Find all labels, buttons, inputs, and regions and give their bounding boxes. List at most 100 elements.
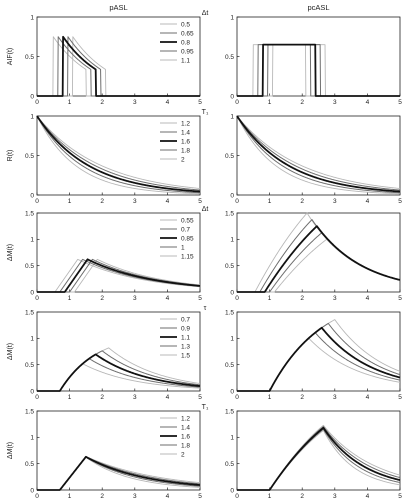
y-tick-label: 0.5 — [225, 362, 234, 369]
legend-entry: 1.8 — [181, 147, 190, 154]
y-tick-label: 0 — [230, 388, 234, 395]
x-tick-label: 3 — [333, 295, 337, 302]
legend-entry: 0.95 — [181, 48, 194, 55]
legend-r2: T₁ 1.2 1.4 1.6 1.8 2 — [160, 109, 209, 163]
series-line-0.7 — [36, 258, 201, 293]
legend-entry: 0.9 — [181, 325, 190, 332]
panel-r1-pasl: 0 1 2 3 4 5 0 0.5 1 AIF(t) — [7, 14, 202, 106]
y-tick-label: 1 — [230, 14, 234, 21]
y-tick-label: 1 — [230, 237, 234, 244]
plot-frame — [36, 410, 201, 491]
legend-entry: 1.8 — [181, 442, 190, 449]
series-line-0.95 — [36, 36, 201, 97]
x-tick-label: 5 — [398, 295, 402, 302]
y-tick-label: 1 — [30, 237, 34, 244]
x-tick-label: 1 — [268, 394, 272, 401]
x-tick-label: 2 — [300, 493, 304, 500]
series-line-2 — [236, 115, 401, 189]
panel-r3-pasl: 0 1 2 3 4 5 0 0.5 1 1.5 ΔM(t) — [7, 210, 202, 302]
legend-title: τ — [204, 305, 207, 312]
column-title-pcasl: pcASL — [307, 3, 329, 12]
x-tick-label: 0 — [35, 198, 39, 205]
series-line-1.4 — [36, 115, 201, 194]
x-tick-label: 2 — [300, 295, 304, 302]
x-tick-label: 4 — [166, 295, 170, 302]
x-tick-label: 1 — [68, 295, 72, 302]
legend-entry: 0.5 — [181, 21, 190, 28]
column-title-pasl: pASL — [109, 3, 127, 12]
y-tick-label: 1.5 — [25, 210, 34, 217]
plot-frame — [36, 16, 201, 97]
x-tick-label: 3 — [333, 493, 337, 500]
series-line-0.5 — [36, 36, 201, 97]
x-tick-label: 0 — [35, 99, 39, 106]
series-line-2 — [236, 424, 401, 491]
series-line-1.4 — [236, 428, 401, 491]
legend-r5: T₁ 1.2 1.4 1.6 1.8 2 — [160, 404, 209, 458]
series-line-1.8 — [236, 115, 401, 191]
x-tick-label: 0 — [235, 99, 239, 106]
x-tick-label: 5 — [198, 394, 202, 401]
x-tick-label: 0 — [235, 493, 239, 500]
x-tick-label: 4 — [366, 295, 370, 302]
plot-frame — [236, 115, 401, 196]
series-line-1.1 — [236, 326, 401, 392]
y-tick-label: 1.5 — [25, 309, 34, 316]
legend-entry: 1.3 — [181, 343, 190, 350]
x-tick-label: 4 — [166, 394, 170, 401]
series-line-1.8 — [36, 456, 201, 491]
y-tick-label: 1 — [230, 336, 234, 343]
x-tick-label: 5 — [198, 198, 202, 205]
legend-entry: 1.6 — [181, 138, 190, 145]
series-line-1.1 — [236, 44, 401, 97]
series-line-1.2 — [36, 456, 201, 491]
x-tick-label: 3 — [133, 295, 137, 302]
x-tick-label: 1 — [268, 198, 272, 205]
series-line-0.65 — [36, 36, 201, 97]
y-tick-label: 0.5 — [25, 54, 34, 61]
y-tick-label: 1 — [30, 113, 34, 120]
y-axis-label: ΔM(t) — [7, 244, 14, 261]
legend-entry: 1.2 — [181, 415, 190, 422]
panel-r4-pcasl: 0 1 2 3 4 5 0 0.5 1 1.5 — [225, 309, 402, 401]
plot-frame — [236, 16, 401, 97]
x-tick-label: 4 — [166, 198, 170, 205]
x-tick-label: 1 — [68, 198, 72, 205]
x-tick-label: 0 — [35, 394, 39, 401]
plot-frame — [36, 115, 201, 196]
y-tick-label: 0 — [30, 289, 34, 296]
series-line-2 — [36, 455, 201, 491]
legend-entry: 0.55 — [181, 217, 194, 224]
panel-r2-pasl: 0 1 2 3 4 5 0 0.5 1 R(t) — [7, 113, 202, 205]
x-tick-label: 3 — [333, 394, 337, 401]
legend-entry: 1.4 — [181, 129, 190, 136]
y-tick-label: 1.5 — [225, 408, 234, 415]
x-tick-label: 2 — [100, 99, 104, 106]
x-tick-label: 3 — [333, 198, 337, 205]
x-tick-label: 1 — [268, 99, 272, 106]
panel-r3-pcasl: 0 1 2 3 4 5 0 0.5 1 1.5 — [225, 210, 402, 302]
legend-entry: 2 — [181, 451, 185, 458]
series-line-1.8 — [236, 426, 401, 491]
y-tick-label: 0.5 — [25, 263, 34, 270]
series-line-0.5 — [236, 44, 401, 97]
legend-entry: 1.1 — [181, 334, 190, 341]
series-line-1.2 — [236, 115, 401, 195]
x-tick-label: 3 — [333, 99, 337, 106]
y-axis-label: AIF(t) — [7, 48, 14, 66]
series-line-1.6 — [236, 426, 401, 491]
series-line-1.6 — [236, 115, 401, 193]
x-tick-label: 3 — [133, 394, 137, 401]
x-tick-label: 3 — [133, 99, 137, 106]
x-tick-label: 5 — [398, 394, 402, 401]
x-tick-label: 5 — [198, 295, 202, 302]
y-tick-label: 1 — [30, 336, 34, 343]
y-tick-label: 0.5 — [225, 461, 234, 468]
x-tick-label: 4 — [366, 99, 370, 106]
y-tick-label: 0 — [230, 487, 234, 494]
y-tick-label: 1 — [230, 435, 234, 442]
panel-r1-pcasl: 0 1 2 3 4 5 0 0.5 1 — [225, 14, 402, 106]
x-tick-label: 2 — [100, 198, 104, 205]
plot-frame — [36, 311, 201, 392]
x-tick-label: 2 — [300, 99, 304, 106]
